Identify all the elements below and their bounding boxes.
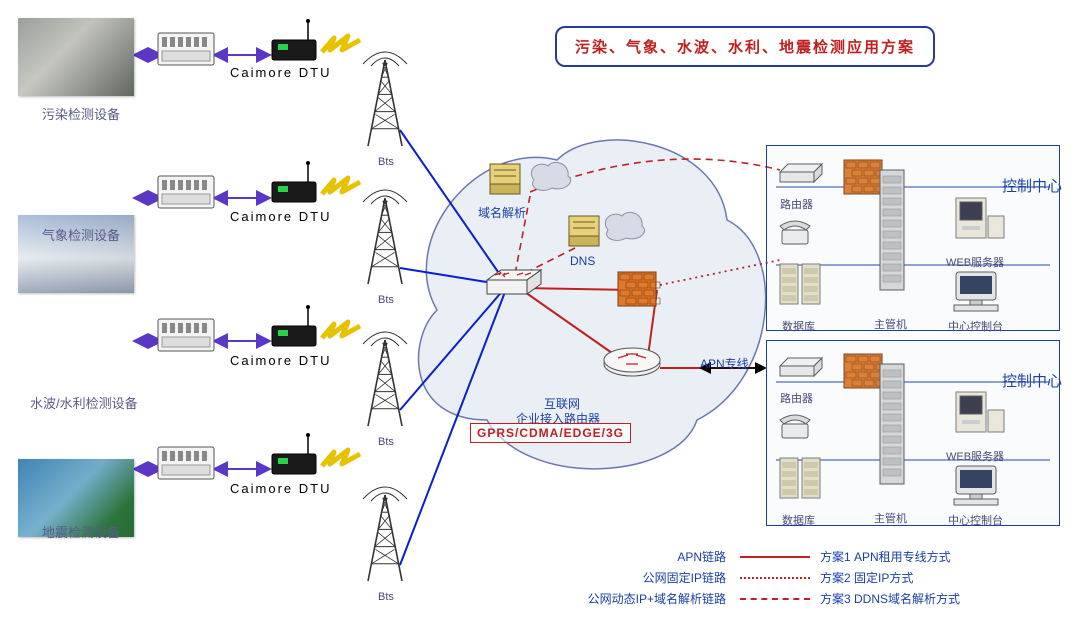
label-weather: 气象检测设备 — [42, 225, 120, 244]
tower-label: Bts — [378, 591, 394, 603]
control-center-1 — [766, 340, 1060, 526]
title-box: 污染、气象、水波、水利、地震检测应用方案 — [555, 26, 935, 67]
label-quake: 地震检测设备 — [42, 522, 120, 541]
tower-label: Bts — [378, 436, 394, 448]
photo-pollution — [18, 18, 134, 96]
tower-label: Bts — [378, 294, 394, 306]
control-center-0 — [766, 145, 1060, 331]
dtu-label: Caimore DTU — [230, 353, 331, 368]
tech-box: GPRS/CDMA/EDGE/3G — [470, 423, 631, 443]
label-ddns: 域名解析 — [478, 204, 526, 221]
dtu-label: Caimore DTU — [230, 65, 331, 80]
label-dns: DNS — [570, 254, 595, 268]
diagram-stage: 污染、气象、水波、水利、地震检测应用方案 APN链路公网固定IP链路公网动态IP… — [0, 0, 1080, 634]
legend-right: 方案1 APN租用专线方式方案2 固定IP方式方案3 DDNS域名解析方式 — [820, 544, 960, 611]
apn-label: APN专线 — [700, 355, 749, 372]
label-water: 水波/水利检测设备 — [30, 393, 138, 412]
cc-title: 控制中心 — [1002, 175, 1062, 196]
dtu-label: Caimore DTU — [230, 209, 331, 224]
tower-label: Bts — [378, 156, 394, 168]
label-pollution: 污染检测设备 — [42, 104, 120, 123]
legend-left: APN链路公网固定IP链路公网动态IP+域名解析链路 — [470, 544, 810, 611]
dtu-label: Caimore DTU — [230, 481, 331, 496]
cc-title: 控制中心 — [1002, 370, 1062, 391]
